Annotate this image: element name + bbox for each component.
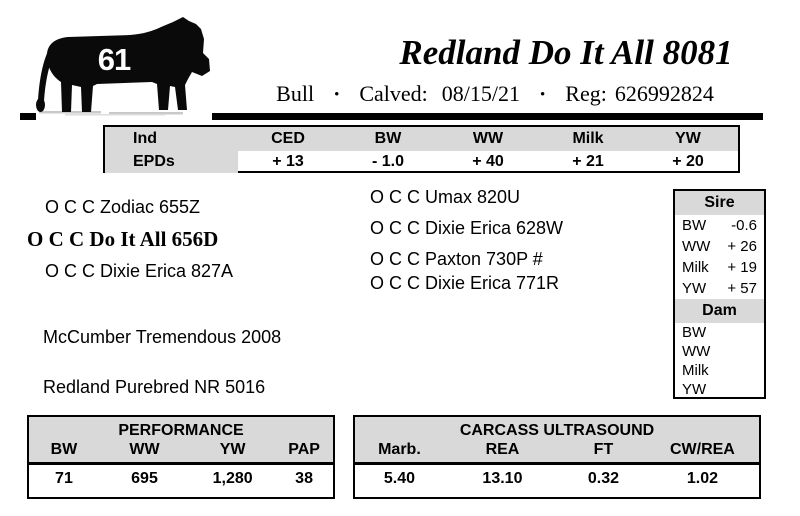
sire-dam-epd-panel: Sire BW -0.6 WW + 26 Milk + 19 YW + 57 D… xyxy=(673,189,766,399)
carcass-col-rea: REA xyxy=(485,441,520,458)
performance-table-title: PERFORMANCE xyxy=(118,422,244,439)
epd-value-ced: + 13 xyxy=(272,153,304,170)
reg-number: 626992824 xyxy=(614,81,714,106)
carcass-ultrasound-table: CARCASS ULTRASOUND Marb. REA FT CW/REA 5… xyxy=(353,415,761,499)
perf-col-ww: WW xyxy=(129,441,160,458)
epd-value-ww: + 40 xyxy=(472,153,504,170)
pedigree-dam-of-sire: O C C Dixie Erica 827A xyxy=(45,261,234,281)
pedigree-extended-1: O C C Umax 820U xyxy=(370,187,521,207)
perf-col-yw: YW xyxy=(219,441,246,458)
epd-col-ced: CED xyxy=(271,130,305,147)
pedigree-dam-line: Redland Purebred NR 5016 xyxy=(43,377,266,397)
sex-label: Bull xyxy=(276,81,315,106)
epd-values-row: EPDs + 13 - 1.0 + 40 + 21 + 20 xyxy=(105,151,738,173)
animal-name-title: Redland Do It All 8081 xyxy=(399,33,733,72)
sire-yw-row: YW + 57 xyxy=(675,278,764,299)
performance-table: PERFORMANCE BW WW YW PAP 71 695 1,280 38 xyxy=(27,415,335,499)
calved-date: 08/15/21 xyxy=(441,81,520,106)
sire-bw-row: BW -0.6 xyxy=(675,215,764,236)
dam-panel-header: Dam xyxy=(675,299,764,323)
dam-bw-row: BW xyxy=(675,323,764,342)
epd-header-row: Ind CED BW WW Milk YW xyxy=(105,127,738,151)
dam-yw-label: YW xyxy=(682,381,707,398)
dam-yw-row: YW xyxy=(675,380,764,399)
epd-col-bw: BW xyxy=(374,130,402,147)
epd-ind-label: Ind xyxy=(105,127,238,151)
carcass-table-header: CARCASS ULTRASOUND Marb. REA FT CW/REA xyxy=(355,417,759,465)
bullet-separator-icon: • xyxy=(540,87,546,103)
epd-col-milk: Milk xyxy=(572,130,604,147)
carcass-value-ft: 0.32 xyxy=(587,470,620,487)
bullet-separator-icon: • xyxy=(334,87,340,103)
epd-table: Ind CED BW WW Milk YW EPDs + 13 - 1.0 + … xyxy=(103,125,740,173)
perf-col-bw: BW xyxy=(50,441,78,458)
sire-yw-value: + 57 xyxy=(727,280,757,297)
dam-bw-label: BW xyxy=(682,324,707,341)
sire-yw-label: YW xyxy=(682,280,707,297)
perf-value-yw: 1,280 xyxy=(212,470,253,487)
sire-panel-header: Sire xyxy=(675,191,764,215)
sire-bw-label: BW xyxy=(682,217,707,234)
dam-milk-label: Milk xyxy=(682,362,709,379)
epd-col-yw: YW xyxy=(675,130,701,147)
carcass-values-row: 5.40 13.10 0.32 1.02 xyxy=(355,465,759,493)
performance-values-row: 71 695 1,280 38 xyxy=(29,465,333,493)
carcass-value-rea: 13.10 xyxy=(482,470,523,487)
reg-label: Reg: xyxy=(565,81,607,106)
dam-ww-row: WW xyxy=(675,342,764,361)
pedigree-extended-3: O C C Paxton 730P # xyxy=(370,249,543,269)
sire-bw-value: -0.6 xyxy=(731,217,757,234)
carcass-col-cwrea: CW/REA xyxy=(669,441,735,458)
pedigree-sire-of-dam: McCumber Tremendous 2008 xyxy=(43,327,282,347)
header-rule-left xyxy=(20,113,36,120)
dam-ww-label: WW xyxy=(682,343,711,360)
sire-milk-row: Milk + 19 xyxy=(675,257,764,278)
header-rule-right xyxy=(212,113,763,120)
epd-value-bw: - 1.0 xyxy=(371,153,404,170)
carcass-value-marb: 5.40 xyxy=(383,470,415,487)
perf-value-pap: 38 xyxy=(295,470,313,487)
calved-label: Calved: xyxy=(359,81,428,106)
perf-value-ww: 695 xyxy=(131,470,158,487)
pedigree-extended-2: O C C Dixie Erica 628W xyxy=(370,218,564,238)
sire-ww-value: + 26 xyxy=(727,238,757,255)
sire-milk-value: + 19 xyxy=(727,259,757,276)
dam-milk-row: Milk xyxy=(675,361,764,380)
epd-col-ww: WW xyxy=(472,130,504,147)
bull-silhouette-figure: 61 xyxy=(25,15,215,117)
perf-value-bw: 71 xyxy=(55,470,73,487)
pedigree-sire-of-sire: O C C Zodiac 655Z xyxy=(45,197,201,217)
epd-value-yw: + 20 xyxy=(672,153,704,170)
sire-ww-label: WW xyxy=(682,238,711,255)
carcass-value-cwrea: 1.02 xyxy=(686,470,718,487)
lot-number: 61 xyxy=(97,42,131,77)
performance-table-header: PERFORMANCE BW WW YW PAP xyxy=(29,417,333,465)
pedigree-sire-name: O C C Do It All 656D xyxy=(27,227,219,251)
performance-columns-row: BW WW YW PAP xyxy=(29,441,333,460)
bull-silhouette-icon xyxy=(36,17,210,116)
carcass-columns-row: Marb. REA FT CW/REA xyxy=(355,441,759,460)
carcass-col-marb: Marb. xyxy=(378,441,421,458)
carcass-table-title: CARCASS ULTRASOUND xyxy=(459,422,655,439)
carcass-col-ft: FT xyxy=(593,441,614,458)
animal-info-line: Bull • Calved: 08/15/21 • Reg: 626992824 xyxy=(245,81,745,107)
pedigree-extended-4: O C C Dixie Erica 771R xyxy=(370,273,560,293)
sire-ww-row: WW + 26 xyxy=(675,236,764,257)
epd-row-label: EPDs xyxy=(105,151,238,173)
epd-value-milk: + 21 xyxy=(572,153,604,170)
perf-col-pap: PAP xyxy=(288,441,320,458)
sire-milk-label: Milk xyxy=(682,259,709,276)
